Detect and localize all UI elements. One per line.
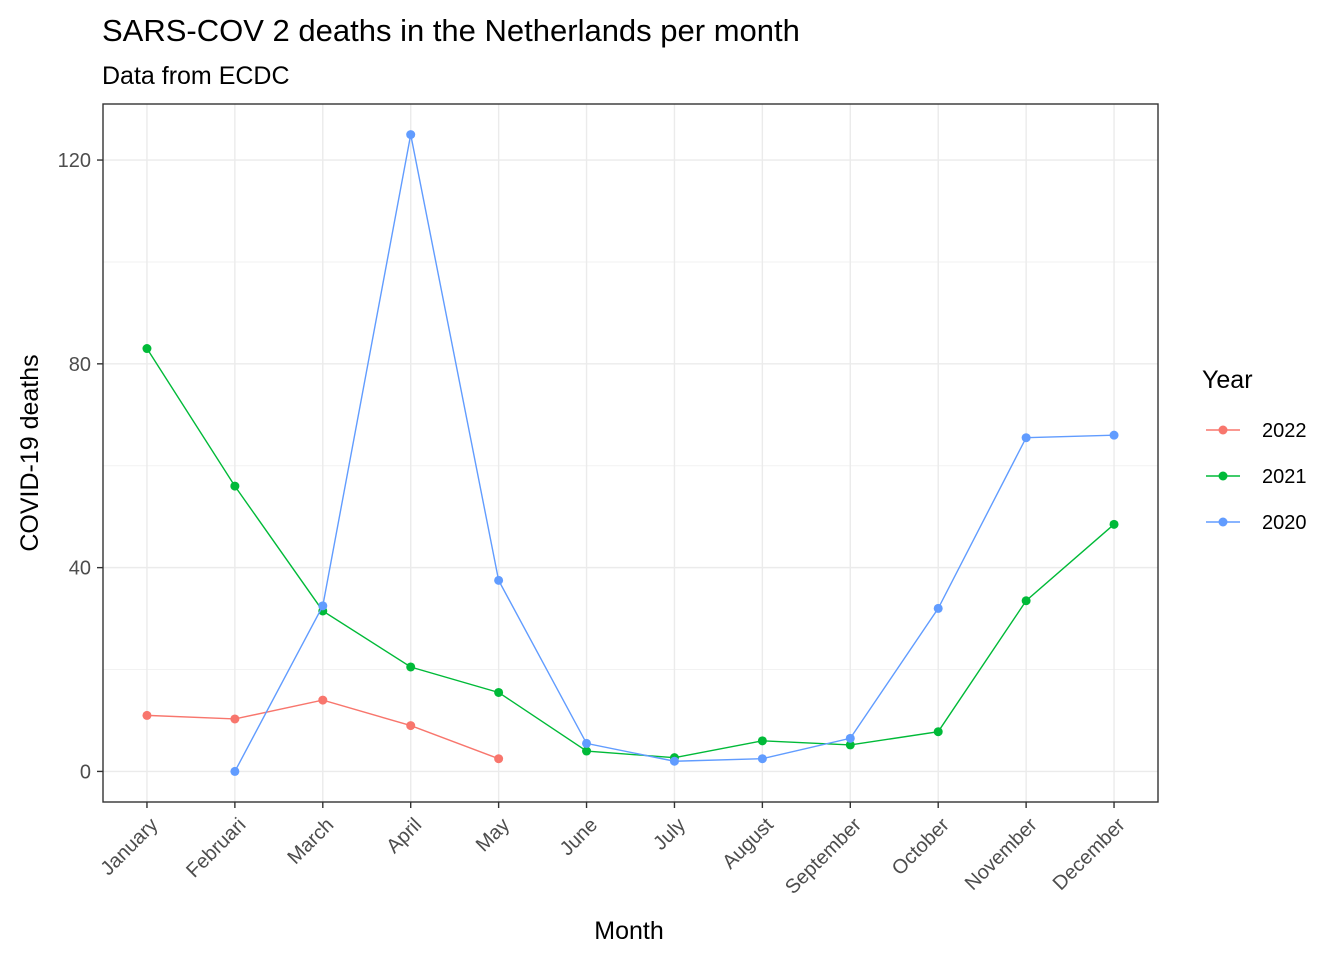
legend-label: 2020 [1262, 512, 1307, 534]
data-point-2022-april [406, 721, 416, 731]
x-tick-label-september: September [781, 814, 866, 899]
data-point-2021-november [1021, 596, 1031, 606]
x-tick-label-march: March [283, 814, 338, 869]
x-tick-label-december: December [1049, 814, 1130, 895]
data-point-2020-june [582, 738, 592, 748]
legend-label: 2021 [1262, 466, 1307, 488]
data-point-2020-may [494, 575, 504, 585]
data-point-2022-january [142, 710, 152, 720]
x-tick-label-june: June [556, 814, 602, 860]
series-2020 [230, 130, 1119, 776]
data-point-2021-may [494, 687, 504, 697]
legend-key-point [1218, 471, 1228, 481]
y-tick-label: 0 [80, 761, 91, 783]
y-tick-label: 120 [58, 150, 91, 172]
data-point-2022-march [318, 695, 328, 705]
data-point-2020-august [757, 754, 767, 764]
series-lines [142, 130, 1119, 776]
x-axis: January Februari March April May June July Augu… [97, 802, 1130, 899]
series-2021 [142, 344, 1119, 763]
data-point-2021-january [142, 344, 152, 354]
x-tick-label-july: July [649, 814, 690, 855]
x-tick-label-april: April [382, 814, 426, 858]
x-tick-label-may: May [472, 814, 514, 856]
legend: Year 2022 2021 2020 [1202, 366, 1307, 534]
data-point-2020-october [933, 603, 943, 613]
plot-panel [102, 103, 1159, 803]
y-tick-label: 40 [69, 558, 91, 580]
data-point-2020-december [1109, 430, 1119, 440]
legend-label: 2022 [1262, 420, 1307, 442]
grid-lines [103, 104, 1158, 802]
chart-subtitle: Data from ECDC [102, 62, 290, 90]
x-tick-label-august: August [718, 814, 778, 874]
x-axis-title: Month [594, 917, 663, 945]
x-tick-label-october: October [888, 814, 954, 880]
data-point-2021-june [582, 746, 592, 756]
x-tick-label-november: November [961, 814, 1042, 895]
data-point-2021-december [1109, 519, 1119, 529]
data-point-2020-februari [230, 766, 240, 776]
data-point-2020-march [318, 601, 328, 611]
series-line-2021 [146, 348, 1115, 759]
data-point-2022-februari [230, 714, 240, 724]
legend-item-2020: 2020 [1206, 512, 1307, 534]
data-point-2020-april [406, 130, 416, 140]
x-tick-label-january: January [97, 814, 163, 880]
legend-title: Year [1202, 366, 1253, 394]
data-point-2020-november [1021, 433, 1031, 443]
data-point-2021-februari [230, 481, 240, 491]
data-point-2022-may [494, 754, 504, 764]
data-point-2020-september [845, 733, 855, 743]
y-axis: 0 40 80 120 [58, 150, 103, 783]
series-2022 [142, 695, 504, 764]
legend-item-2021: 2021 [1206, 466, 1307, 488]
data-point-2021-august [757, 736, 767, 746]
data-point-2021-september [845, 740, 855, 750]
chart-title: SARS-COV 2 deaths in the Netherlands per… [102, 13, 800, 48]
data-point-2021-april [406, 662, 416, 672]
data-point-2020-july [669, 756, 679, 766]
y-tick-label: 80 [69, 354, 91, 376]
legend-key-point [1218, 425, 1228, 435]
panel-border [102, 103, 1159, 803]
y-axis-title: COVID-19 deaths [16, 354, 44, 551]
legend-key-point [1218, 517, 1228, 527]
data-point-2021-october [933, 727, 943, 737]
x-tick-label-februari: Februari [182, 814, 250, 882]
legend-item-2022: 2022 [1206, 420, 1307, 442]
